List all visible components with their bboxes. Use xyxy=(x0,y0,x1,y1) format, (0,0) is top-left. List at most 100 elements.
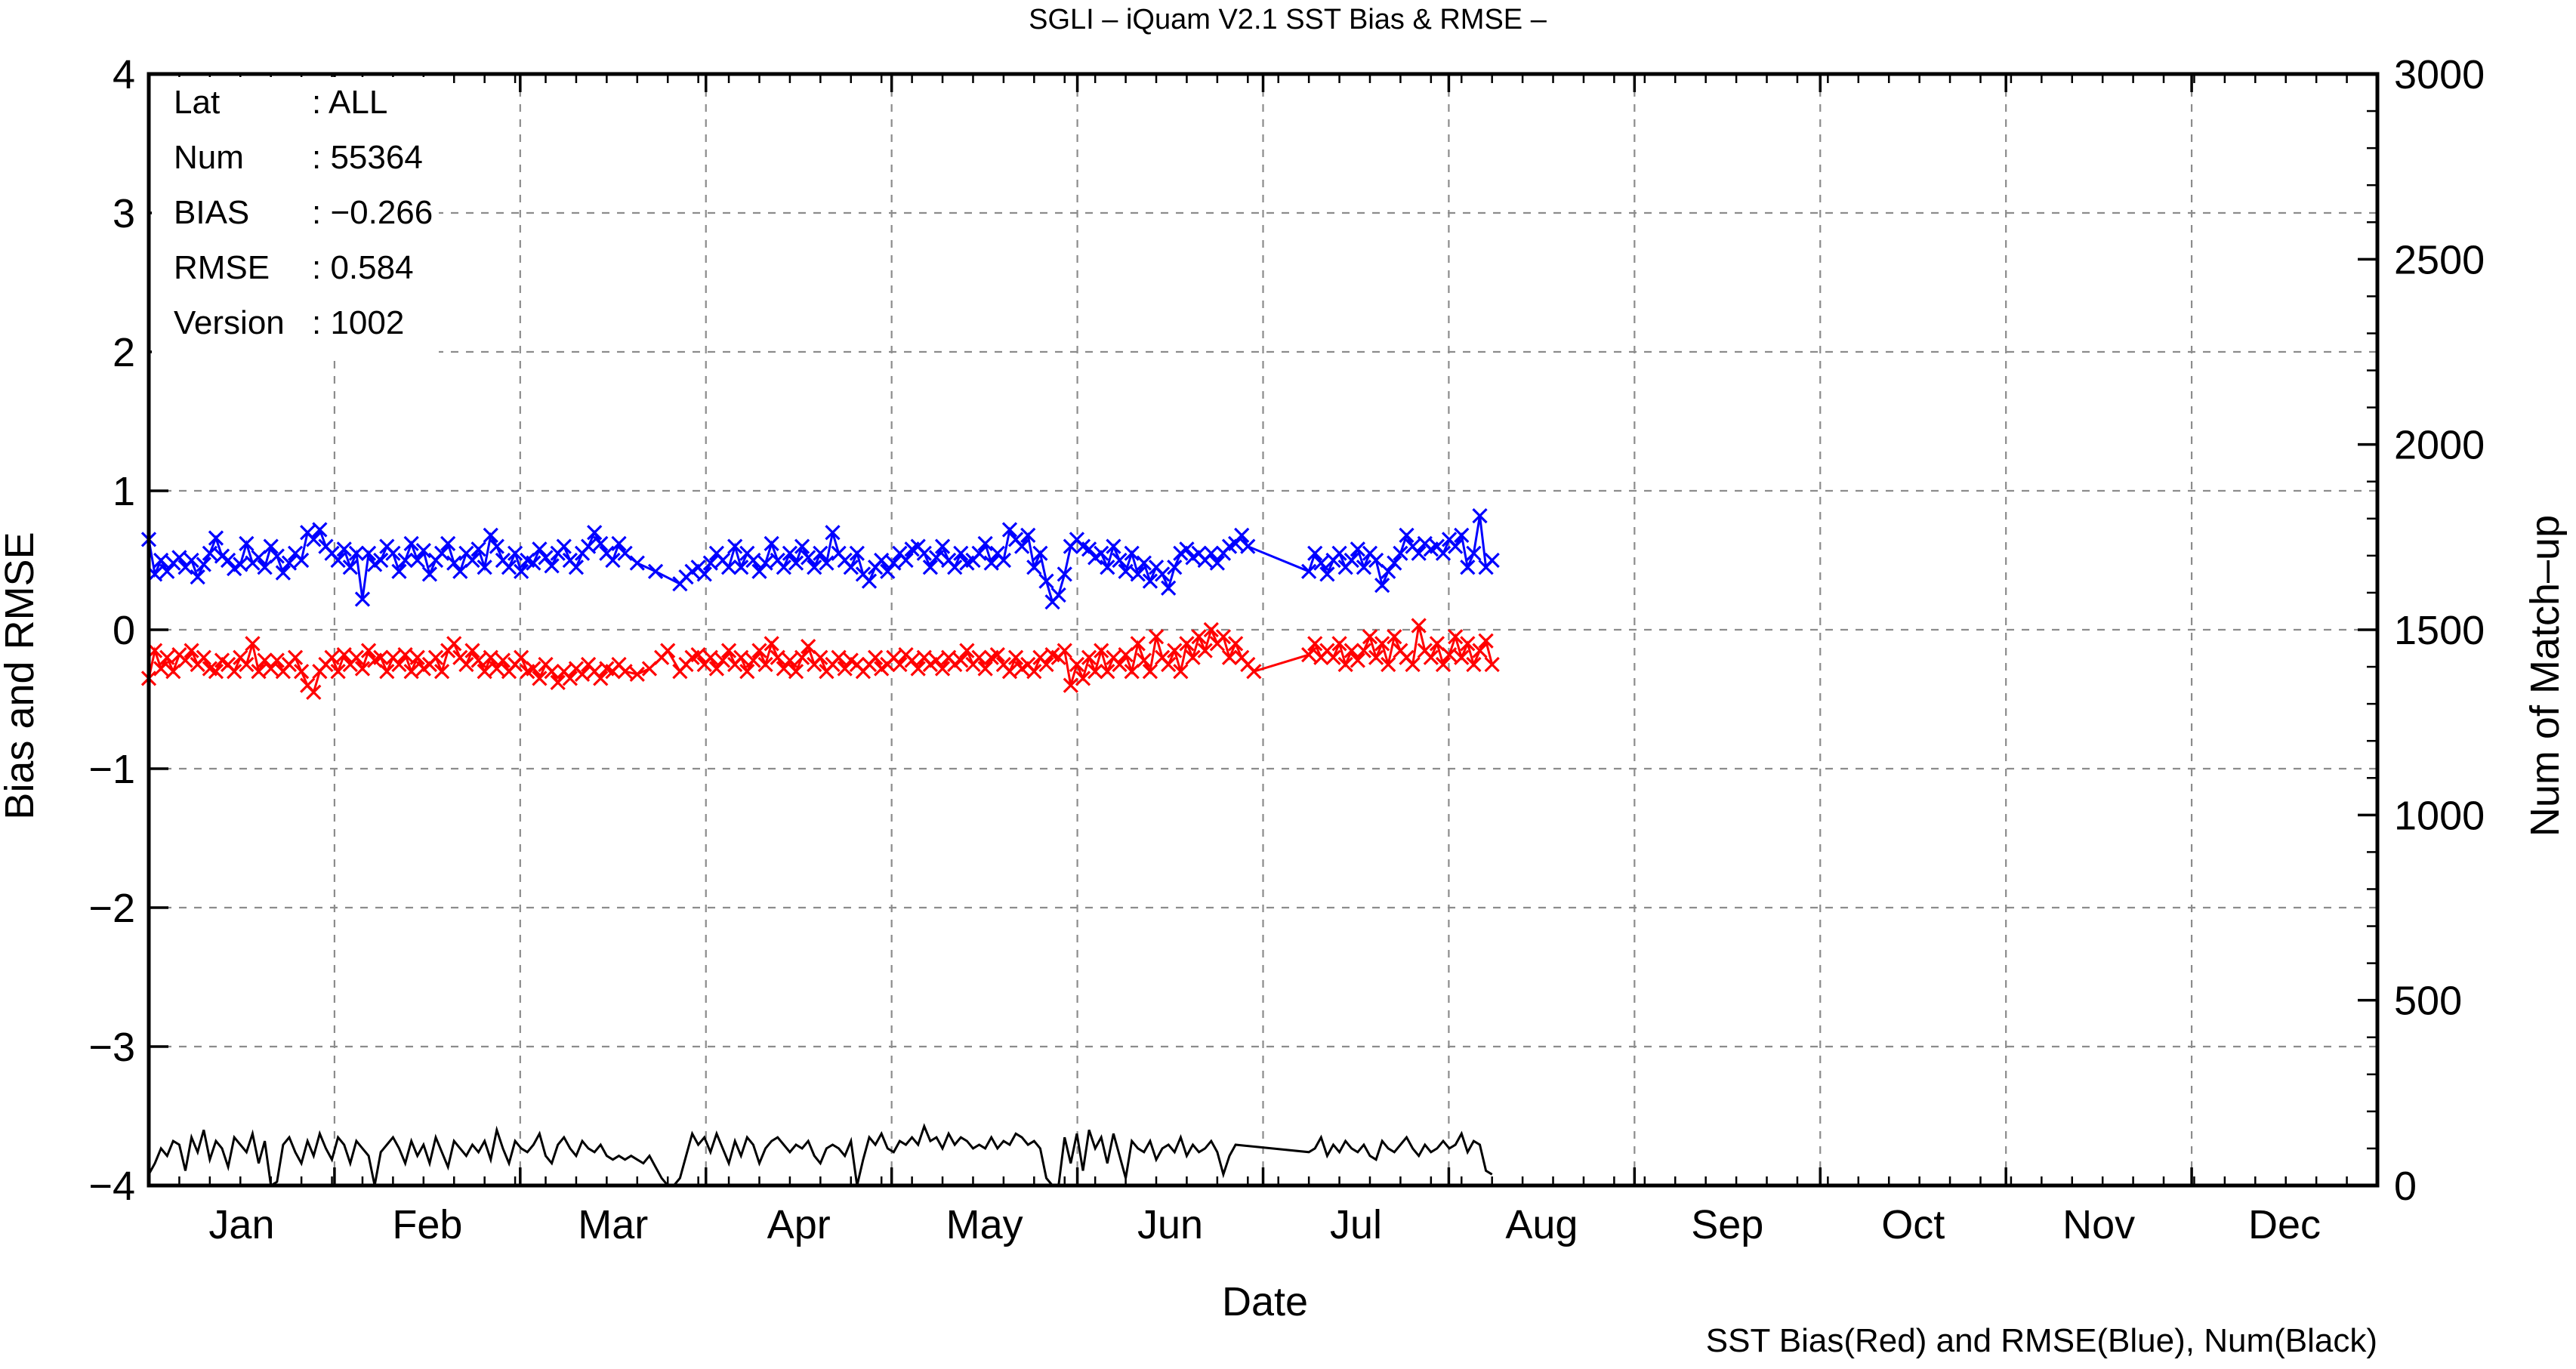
data-point-bias xyxy=(1130,636,1146,652)
data-point-bias xyxy=(427,649,444,665)
data-point-bias xyxy=(1387,629,1402,645)
data-point-rmse xyxy=(1057,566,1072,582)
data-point-bias xyxy=(1118,646,1134,663)
data-point-rmse xyxy=(452,563,468,579)
data-point-rmse xyxy=(1020,527,1036,544)
right-tick-label: 1000 xyxy=(2394,793,2485,838)
data-point-bias xyxy=(776,661,791,677)
data-point-rmse xyxy=(159,563,175,579)
data-point-rmse xyxy=(440,535,456,552)
data-point-bias xyxy=(184,643,199,658)
data-point-bias xyxy=(544,664,560,680)
data-point-bias xyxy=(720,643,737,658)
data-point-rmse xyxy=(263,538,279,554)
data-point-rmse xyxy=(1130,566,1146,582)
data-point-bias xyxy=(324,649,340,665)
data-point-bias xyxy=(1112,656,1128,673)
month-label: Jul xyxy=(1330,1202,1382,1247)
data-point-rmse xyxy=(1381,563,1396,579)
data-point-bias xyxy=(165,664,181,680)
data-point-bias xyxy=(690,646,706,663)
data-point-bias xyxy=(1246,664,1262,680)
data-point-bias xyxy=(714,652,731,668)
left-tick-label: 2 xyxy=(113,330,135,375)
data-point-bias xyxy=(1423,649,1439,665)
data-point-bias xyxy=(1368,649,1384,665)
data-point-bias xyxy=(251,664,267,680)
data-point-rmse xyxy=(593,535,609,552)
right-axis-tick-labels: 3000 2500 2000 1500 1000 500 0 xyxy=(2394,52,2485,1209)
right-tick-label: 2000 xyxy=(2394,423,2485,468)
right-tick-label: 3000 xyxy=(2394,52,2485,97)
data-point-bias xyxy=(532,671,548,686)
data-point-bias xyxy=(495,652,511,668)
data-point-rmse xyxy=(794,538,810,554)
month-label: Mar xyxy=(578,1202,648,1247)
data-point-bias xyxy=(208,664,224,680)
data-point-rmse xyxy=(1307,545,1323,561)
data-point-rmse xyxy=(538,550,554,566)
data-point-bias xyxy=(782,652,798,668)
data-point-bias xyxy=(1301,646,1317,663)
data-point-rmse xyxy=(1014,538,1030,554)
data-point-rmse xyxy=(953,545,969,561)
left-tick-label: −3 xyxy=(88,1025,135,1070)
data-point-bias xyxy=(306,684,322,700)
data-point-rmse xyxy=(421,566,438,582)
data-point-rmse xyxy=(1167,560,1183,575)
data-point-bias xyxy=(928,652,945,668)
month-label: Oct xyxy=(1881,1202,1945,1247)
data-point-rmse xyxy=(843,560,859,575)
data-point-bias xyxy=(1466,656,1482,673)
data-point-rmse xyxy=(483,527,498,544)
data-point-rmse xyxy=(275,565,291,581)
data-point-rmse xyxy=(269,548,285,564)
data-point-rmse xyxy=(1026,560,1042,575)
data-point-bias xyxy=(1075,671,1091,686)
left-tick-label: −4 xyxy=(88,1164,135,1209)
data-point-rmse xyxy=(1460,560,1476,575)
data-point-rmse xyxy=(1001,522,1018,538)
data-point-bias xyxy=(831,649,847,665)
data-point-bias xyxy=(1429,636,1445,652)
data-point-rmse xyxy=(720,560,737,575)
data-point-bias xyxy=(953,652,969,668)
data-point-bias xyxy=(1161,656,1177,673)
data-point-rmse xyxy=(764,535,779,552)
stats-info-box: Lat: ALL Num: 55364 BIAS: −0.266 RMSE: 0.58… xyxy=(152,77,439,358)
grid-lines xyxy=(149,74,2377,1186)
data-point-rmse xyxy=(507,545,523,561)
data-point-rmse xyxy=(947,560,963,575)
data-point-rmse xyxy=(391,563,407,579)
data-point-bias xyxy=(813,649,828,665)
data-point-rmse xyxy=(898,552,914,569)
data-point-rmse xyxy=(293,552,310,569)
data-point-rmse xyxy=(220,552,236,569)
data-point-bias xyxy=(892,656,908,673)
data-point-bias xyxy=(1435,656,1452,673)
data-point-bias xyxy=(1148,629,1165,645)
data-point-bias xyxy=(702,649,718,665)
data-point-rmse xyxy=(1454,527,1470,544)
data-point-rmse xyxy=(373,552,389,569)
data-point-bias xyxy=(904,652,920,668)
data-point-bias xyxy=(910,661,926,677)
data-point-bias xyxy=(397,646,413,663)
data-point-bias xyxy=(1001,664,1018,680)
data-point-rmse xyxy=(745,552,761,569)
data-point-bias xyxy=(770,649,785,665)
data-point-bias xyxy=(1197,643,1213,658)
data-point-rmse xyxy=(514,563,529,579)
data-point-rmse xyxy=(336,541,352,557)
data-point-bias xyxy=(1069,656,1085,673)
data-point-rmse xyxy=(501,560,517,575)
data-point-bias xyxy=(257,652,273,668)
info-key: Lat xyxy=(174,84,220,121)
data-point-rmse xyxy=(190,569,205,585)
data-point-rmse xyxy=(1319,566,1335,582)
data-point-rmse xyxy=(776,560,791,575)
data-point-bias xyxy=(336,646,352,663)
data-point-bias xyxy=(458,656,474,673)
data-point-bias xyxy=(196,649,211,665)
data-point-bias xyxy=(354,661,371,677)
